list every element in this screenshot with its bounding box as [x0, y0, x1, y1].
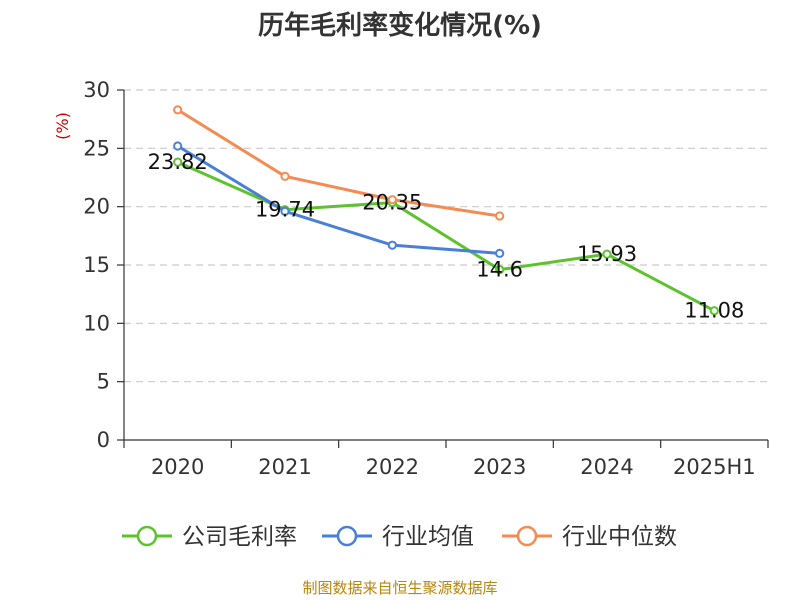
legend-item-3: 行业中位数: [502, 524, 677, 550]
y-tick-label: 30: [83, 78, 110, 102]
data-point: [495, 211, 505, 221]
series-lines: [173, 105, 719, 316]
x-tick-label: 2021: [258, 455, 311, 479]
y-tick-label: 5: [97, 370, 110, 394]
series-line: [176, 144, 500, 255]
y-tick-label: 20: [83, 195, 110, 219]
x-tick-label: 2024: [580, 455, 633, 479]
y-axis-unit-label: (%): [53, 112, 72, 140]
data-point: [280, 206, 290, 216]
data-point: [387, 195, 397, 205]
data-label: 20.35: [362, 191, 422, 215]
series-3: [173, 105, 505, 221]
y-tick-label: 15: [83, 253, 110, 277]
data-point: [495, 248, 505, 258]
legend: 公司毛利率 行业均值 行业中位数: [122, 524, 677, 550]
data-label: 14.6: [476, 258, 523, 282]
x-tick-label: 2025H1: [673, 455, 756, 479]
legend-item-2: 行业均值: [322, 524, 474, 550]
x-tick-label: 2022: [366, 455, 419, 479]
data-point: [495, 265, 505, 275]
legend-label: 公司毛利率: [182, 524, 297, 550]
series-1: [173, 157, 719, 316]
data-label: 23.82: [148, 150, 208, 174]
data-point: [709, 306, 719, 316]
data-point: [387, 240, 397, 250]
data-labels: 23.82 19.74 20.35 14.6 15.93 11.08: [148, 150, 745, 323]
x-tick-label: 2023: [473, 455, 526, 479]
x-tick-label: 2020: [151, 455, 204, 479]
data-point: [173, 157, 183, 167]
data-point: [280, 171, 290, 181]
y-tick-label: 25: [83, 136, 110, 160]
series-line: [176, 108, 500, 218]
legend-marker: [336, 525, 358, 547]
data-point: [173, 105, 183, 115]
data-label: 15.93: [577, 242, 637, 266]
data-label: 19.74: [255, 198, 315, 222]
series-line: [177, 160, 716, 313]
legend-label: 行业均值: [382, 524, 474, 550]
axes: 0 5 10 15 20 25 30 2020 2021 2022 2023 2024 2025H1: [83, 78, 769, 479]
y-tick-label: 0: [97, 428, 110, 452]
legend-marker: [516, 525, 538, 547]
chart-title: 历年毛利率变化情况(%): [258, 10, 542, 41]
series-2: [173, 141, 505, 258]
data-label: 11.08: [684, 299, 744, 323]
data-point: [173, 141, 183, 151]
legend-item-1: 公司毛利率: [122, 524, 297, 550]
data-point: [602, 249, 612, 259]
source-note: 制图数据来自恒生聚源数据库: [302, 579, 497, 597]
legend-marker: [136, 525, 158, 547]
legend-label: 行业中位数: [562, 524, 677, 550]
y-tick-label: 10: [83, 311, 110, 335]
